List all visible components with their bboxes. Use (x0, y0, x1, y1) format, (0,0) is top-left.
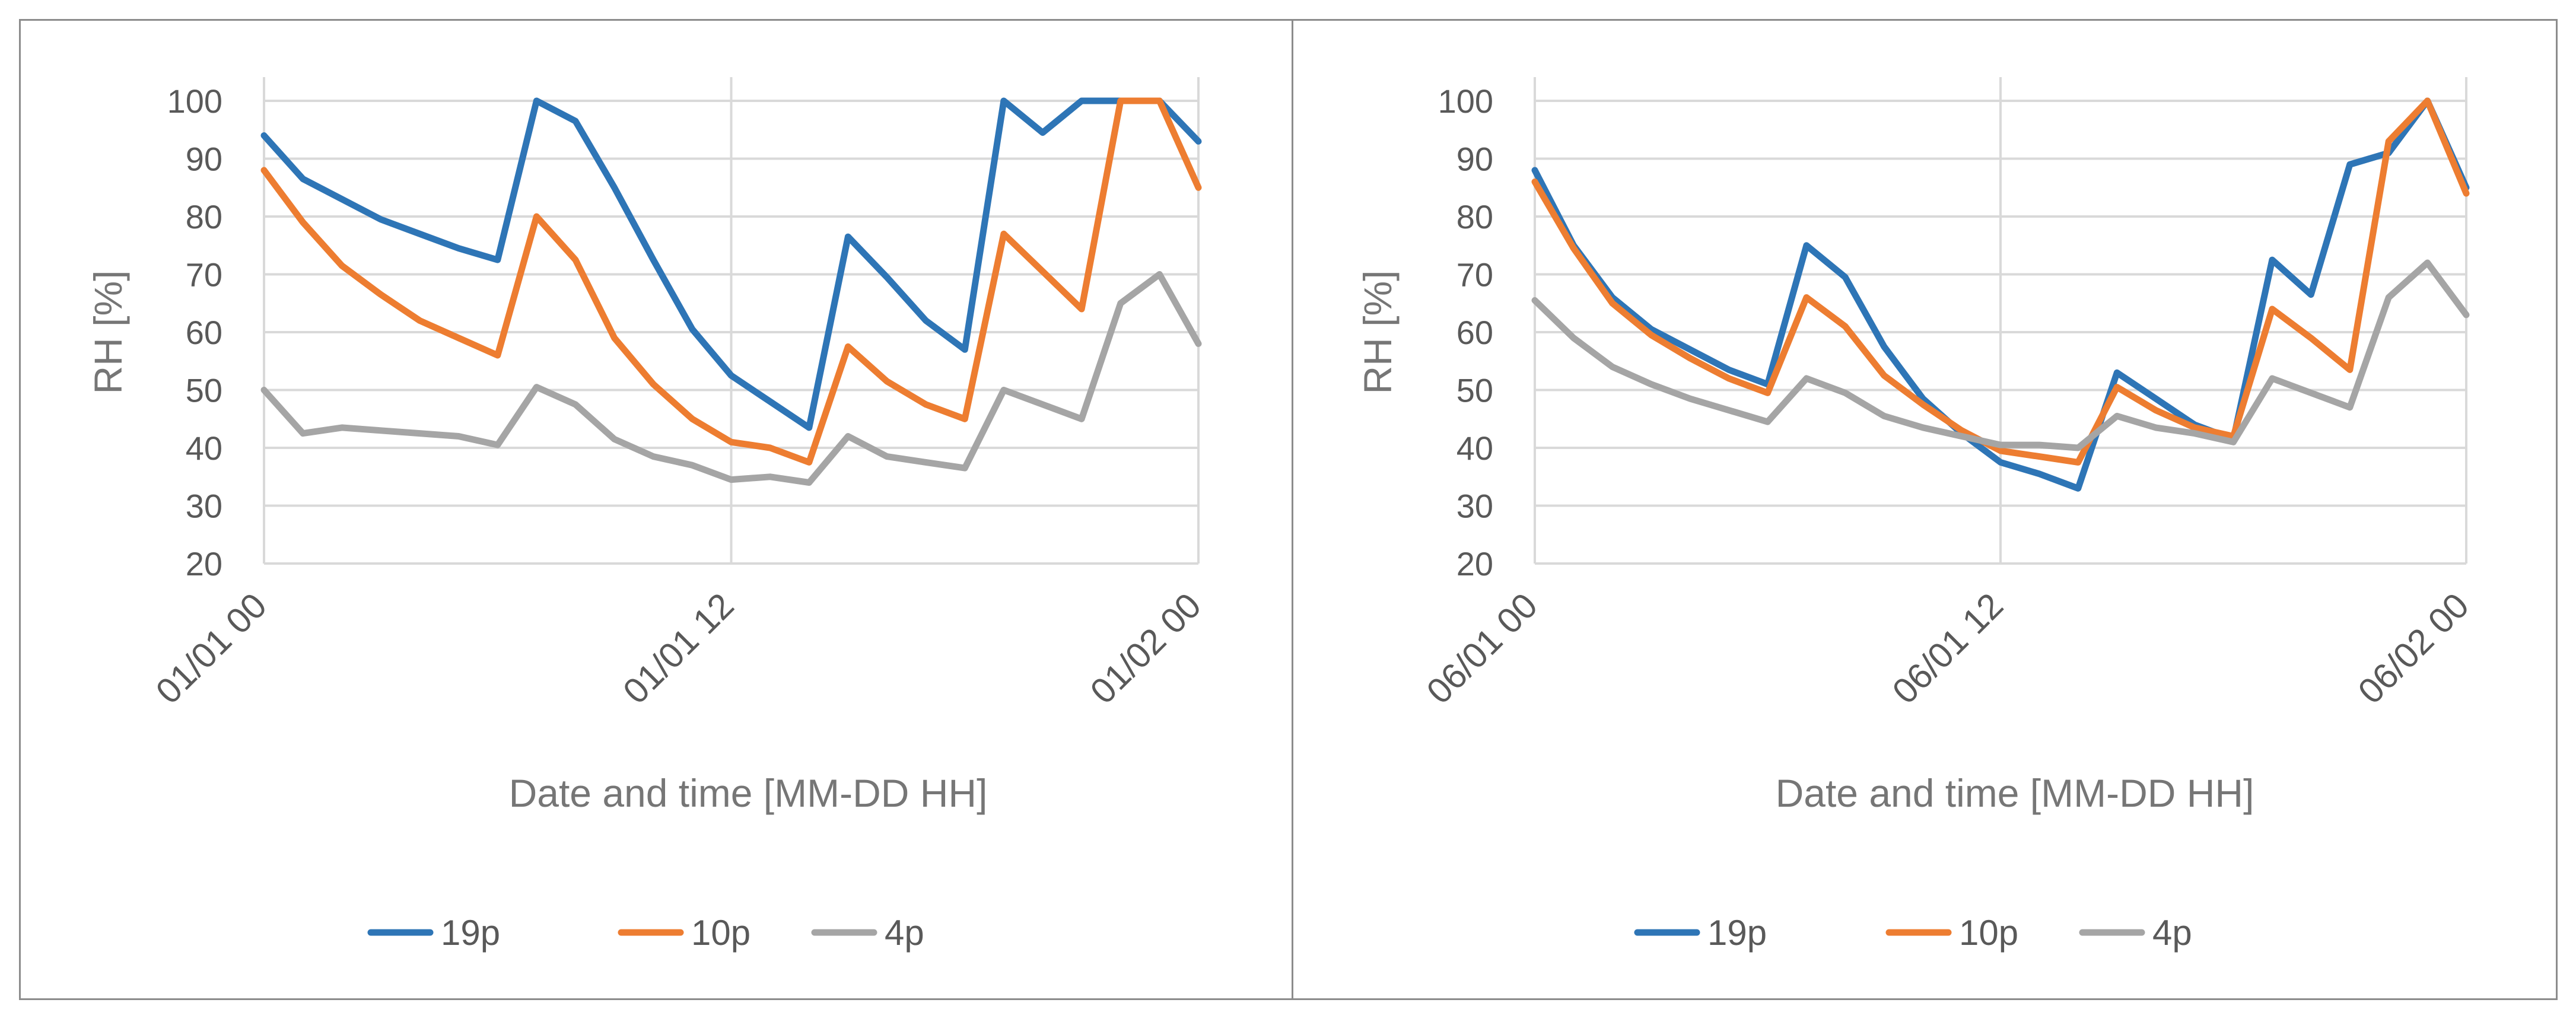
legend-label-19p: 19p (1707, 913, 1767, 953)
x-tick-label: 01/01 12 (615, 585, 742, 712)
y-tick-label: 70 (186, 256, 222, 294)
legend-label-4p: 4p (885, 913, 924, 953)
y-tick-label: 40 (1456, 429, 1493, 467)
y-tick-label: 30 (186, 488, 222, 525)
legend-label-19p: 19p (441, 913, 500, 953)
series-line-4p (1531, 259, 2470, 451)
y-axis-title: RH [%] (86, 270, 130, 394)
legend-label-4p: 4p (2152, 913, 2192, 953)
y-tick-label: 100 (167, 82, 222, 120)
y-tick-label: 20 (1456, 545, 1493, 582)
chart-panel-left: 20 30 40 50 60 70 80 90 100 01/01 00 01/01 12 01/02… (19, 19, 1293, 1000)
y-tick-label: 40 (186, 429, 222, 467)
chart-right: 20 30 40 50 60 70 80 90 100 06/01 00 06/01 12 06/02… (1356, 77, 2477, 953)
x-axis-title: Date and time [MM-DD HH] (509, 771, 988, 815)
series-line-19p (260, 97, 1202, 431)
x-tick-label: 01/01 00 (148, 585, 275, 712)
y-tick-label: 50 (1456, 372, 1493, 409)
y-tick-label: 20 (186, 545, 222, 582)
y-tick-label: 90 (186, 141, 222, 178)
series-line-4p (260, 271, 1202, 486)
y-axis-title: RH [%] (1356, 270, 1400, 394)
x-tick-label: 06/02 00 (2351, 585, 2477, 712)
y-tick-label: 100 (1438, 82, 1493, 120)
series-line-10p (260, 97, 1202, 466)
y-tick-label: 30 (1456, 488, 1493, 525)
chart-panel-right: 20 30 40 50 60 70 80 90 100 06/01 00 06/01 12 06/02… (1292, 19, 2558, 1000)
legend: 19p 10p 4p (367, 913, 924, 953)
y-tick-label: 50 (186, 372, 222, 409)
y-tick-label: 80 (1456, 198, 1493, 235)
legend-label-10p: 10p (691, 913, 750, 953)
y-tick-label: 70 (1456, 256, 1493, 294)
legend-label-10p: 10p (1959, 913, 2018, 953)
y-tick-label: 60 (1456, 314, 1493, 351)
y-tick-label: 90 (1456, 141, 1493, 178)
x-tick-label: 01/02 00 (1083, 585, 1209, 712)
x-tick-label: 06/01 12 (1885, 585, 2011, 712)
legend: 19p 10p 4p (1634, 913, 2192, 953)
x-tick-label: 06/01 00 (1419, 585, 1545, 712)
series-line-10p (1531, 97, 2470, 466)
chart-left: 20 30 40 50 60 70 80 90 100 01/01 00 01/01 12 01/02… (86, 77, 1209, 953)
x-axis-title: Date and time [MM-DD HH] (1776, 771, 2254, 815)
series-line-19p (1531, 97, 2470, 492)
y-tick-label: 80 (186, 198, 222, 235)
y-tick-label: 60 (186, 314, 222, 351)
